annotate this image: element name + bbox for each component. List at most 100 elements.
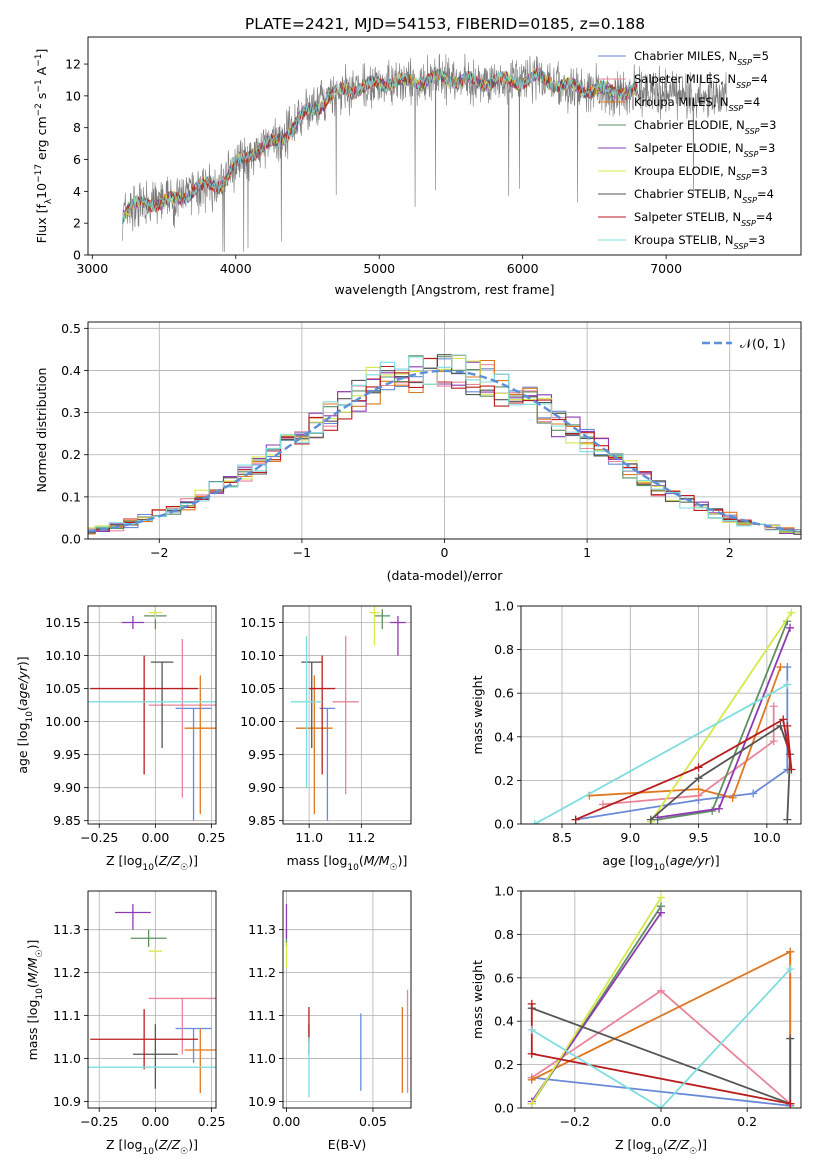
y-tick-label: 11.2 — [53, 965, 81, 980]
error-bar-point — [290, 635, 323, 788]
error-bar-point — [309, 655, 336, 775]
x-tick-label: 0.05 — [359, 1114, 387, 1129]
series-marker — [769, 737, 778, 746]
normal-distribution-curve — [88, 369, 799, 533]
label-span: )] — [398, 853, 408, 868]
label-span: 10 — [35, 988, 45, 1000]
series-marker — [786, 1034, 795, 1043]
legend-entry: Salpeter ELODIE, NSSP=3 — [634, 141, 775, 159]
plot-area-mass_vs_EBV — [283, 891, 411, 1108]
mass-weight-series — [527, 893, 665, 1108]
y-tick-label: 10.9 — [248, 1094, 276, 1109]
label-span: s — [34, 93, 49, 104]
series-marker — [527, 999, 536, 1008]
x-tick-label: 10.0 — [753, 830, 781, 845]
series-marker — [694, 785, 703, 794]
y-tick-label: 10.05 — [240, 681, 276, 696]
error-bar-point — [90, 655, 199, 775]
y-tick-label: 10.05 — [45, 681, 81, 696]
series-marker — [694, 774, 703, 783]
legend-span: SSP — [742, 196, 757, 205]
y-tick-label: 0 — [73, 248, 81, 263]
panel-mass_weight_vs_Z: −0.2 0.0 0.2 0.0 0.2 0.4 0.6 0.8 1.0 mass weight — [470, 884, 802, 1129]
label-span: )] — [697, 1137, 707, 1152]
panel-mass_vs_EBV: 0.00 0.05 10.9 11.0 11.1 11.2 11.3 E(B-V) — [248, 890, 412, 1152]
label-span: 10 — [34, 183, 49, 199]
panel-spectrum: 3000 4000 5000 6000 7000 0 2 4 6 8 10 12 Chabrier MI… — [34, 36, 802, 297]
axes-frame — [282, 605, 412, 825]
x-tick-label: 7000 — [650, 261, 682, 276]
series-marker — [769, 702, 778, 711]
plot-area-mass_vs_Z — [88, 891, 216, 1108]
plot-area-mass_weight_vs_age — [521, 606, 801, 824]
label-span: −1 — [34, 79, 44, 92]
label-span: )] — [188, 853, 198, 868]
label-span: erg cm — [34, 116, 49, 164]
x-tick-label: 11.0 — [295, 830, 323, 845]
series-marker — [527, 1075, 536, 1084]
x-axis-label: Z [log10(Z/Z☉)] — [615, 1137, 707, 1157]
series-marker — [657, 893, 665, 902]
y-tick-label: 0.4 — [494, 1014, 514, 1029]
error-bar-point — [148, 997, 216, 1055]
y-tick-label: 9.85 — [248, 813, 276, 828]
label-span: Z [log — [106, 853, 142, 868]
y-tick-label: 0.4 — [61, 363, 81, 378]
legend-span: SSP — [741, 219, 756, 228]
axes-frame — [87, 605, 217, 825]
series-line — [589, 666, 782, 799]
x-tick-label: 8.5 — [552, 830, 572, 845]
x-tick-label: 2 — [726, 545, 734, 560]
mass-weight-series — [585, 663, 785, 802]
x-axis-label: mass [log10(M/M☉)] — [287, 853, 408, 873]
y-tick-label: 0.2 — [494, 773, 514, 788]
legend-span: Kroupa ELODIE, N — [634, 164, 736, 178]
series-marker — [694, 763, 703, 772]
series-line — [531, 897, 662, 1105]
legend-span: SSP — [737, 58, 752, 67]
plot-area-spectrum — [122, 53, 727, 252]
y-tick-label: 0.6 — [494, 686, 514, 701]
x-tick-label: 9.0 — [620, 830, 640, 845]
y-tick-label: 10.00 — [45, 714, 81, 729]
x-tick-label: 5000 — [363, 261, 395, 276]
y-tick-label: 0.0 — [494, 817, 514, 832]
label-span: ( — [154, 1137, 159, 1152]
series-marker — [779, 715, 788, 724]
axes-frame — [87, 890, 217, 1109]
legend-span: Chabrier STELIB, N — [634, 187, 742, 201]
y-tick-label: 0.8 — [494, 642, 514, 657]
label-span: )] — [25, 940, 40, 950]
series-marker — [786, 947, 795, 956]
legend-span: =5 — [752, 49, 769, 63]
y-tick-label: 0.4 — [494, 729, 514, 744]
legend-span: Kroupa STELIB, N — [634, 233, 734, 247]
figure-title: PLATE=2421, MJD=54153, FIBERID=0185, z=0… — [245, 15, 645, 33]
series-marker — [783, 663, 792, 672]
error-bar-point — [184, 1028, 216, 1093]
series-marker — [527, 1025, 536, 1034]
legend-entry: Salpeter MILES, NSSP=4 — [634, 72, 768, 90]
error-bar-point — [374, 609, 391, 630]
y-tick-label: 0.2 — [494, 1057, 514, 1072]
legend-span: =4 — [756, 210, 773, 224]
series-marker — [728, 793, 737, 802]
mass-weight-series — [571, 715, 796, 824]
error-bar-point — [150, 661, 174, 749]
legend-span: Salpeter ELODIE, N — [634, 141, 744, 155]
legend-entry: Kroupa MILES, NSSP=4 — [634, 95, 760, 113]
legend-entry: Chabrier ELODIE, NSSP=3 — [634, 118, 776, 136]
legend-span: SSP — [729, 104, 744, 113]
axes-frame — [520, 605, 802, 825]
label-span: mass [log — [287, 853, 348, 868]
label-span: mass [log — [25, 1000, 40, 1061]
y-tick-label: 10.10 — [240, 648, 276, 663]
series-marker — [657, 1104, 665, 1108]
y-tick-label: 11.1 — [248, 1008, 276, 1023]
series-marker — [776, 721, 785, 730]
axes-frame — [87, 36, 802, 256]
error-bar-point — [301, 661, 323, 749]
